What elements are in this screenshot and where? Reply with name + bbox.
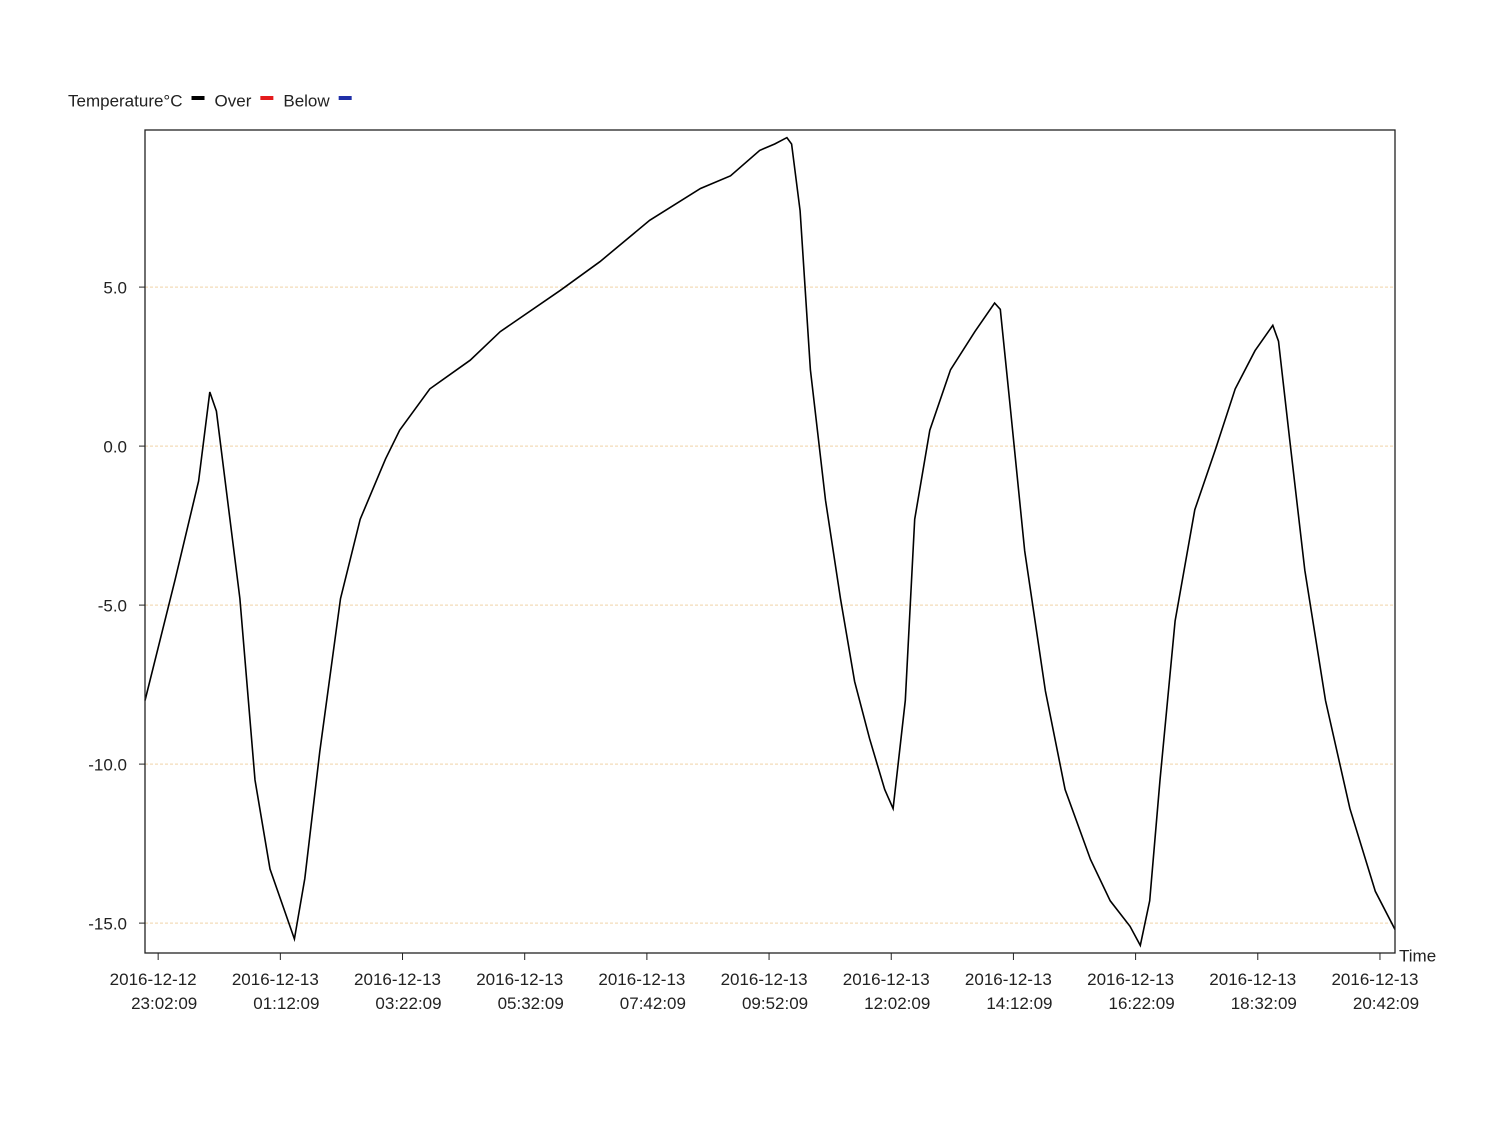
x-tick-label: 2016-12-13 20:42:09 xyxy=(1331,970,1419,1013)
data-line xyxy=(144,136,1396,948)
x-tick-label: 2016-12-12 23:02:09 xyxy=(110,970,198,1013)
x-tick-label: 2016-12-13 05:32:09 xyxy=(476,970,564,1013)
plot-frame xyxy=(144,129,1396,954)
x-tick-label: 2016-12-13 12:02:09 xyxy=(843,970,931,1013)
legend-label: Temperature°C xyxy=(68,91,183,110)
x-axis-label: Time xyxy=(1399,946,1436,965)
x-tick-label: 2016-12-13 18:32:09 xyxy=(1209,970,1297,1013)
x-tick-label: 2016-12-13 16:22:09 xyxy=(1087,970,1175,1013)
legend-label: Over xyxy=(215,91,252,110)
x-tick-label: 2016-12-13 01:12:09 xyxy=(232,970,320,1013)
legend-swatch xyxy=(191,96,205,100)
y-tick-label: 0.0 xyxy=(103,438,127,457)
x-tick-label: 2016-12-13 03:22:09 xyxy=(354,970,442,1013)
x-tick-label: 2016-12-13 09:52:09 xyxy=(721,970,809,1013)
y-tick-label: 5.0 xyxy=(103,279,127,298)
y-tick-label: -15.0 xyxy=(88,915,127,934)
x-tick-label: 2016-12-13 14:12:09 xyxy=(965,970,1053,1013)
legend-swatch xyxy=(338,96,352,100)
legend-swatch xyxy=(260,96,274,100)
x-tick-label: 2016-12-13 07:42:09 xyxy=(598,970,686,1013)
legend-label: Below xyxy=(283,91,330,110)
y-tick-label: -10.0 xyxy=(88,756,127,775)
y-tick-label: -5.0 xyxy=(98,597,127,616)
